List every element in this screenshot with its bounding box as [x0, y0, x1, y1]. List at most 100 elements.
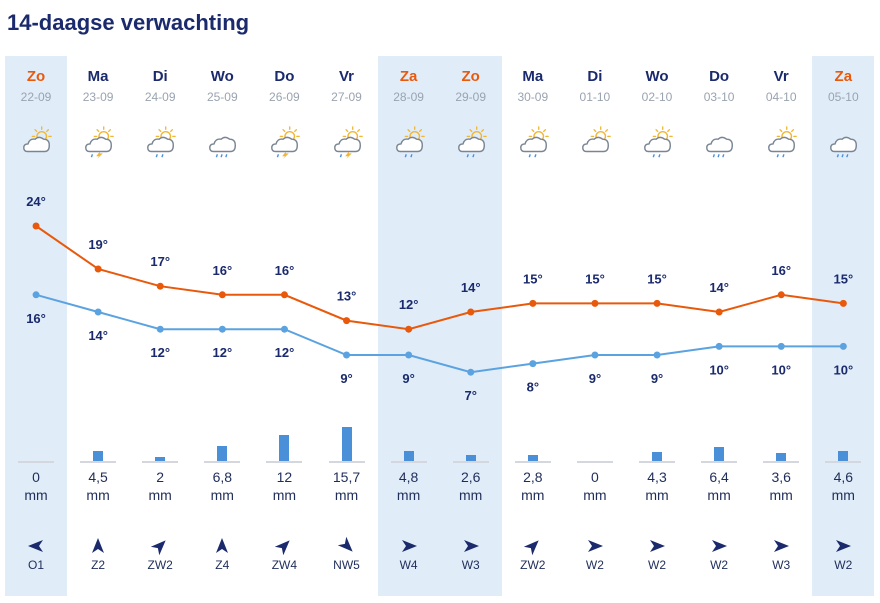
precip-value: 4,3	[647, 469, 667, 485]
precip-unit: mm	[86, 487, 110, 503]
min-temp-point	[156, 325, 164, 333]
max-temp-point	[94, 265, 102, 273]
max-temp-label: 15°	[523, 271, 543, 286]
day-column: Za 05-10 4,6 mm W2	[812, 0, 874, 603]
min-temp-point	[529, 360, 537, 368]
min-temp-point	[32, 291, 40, 299]
min-temp-label: 14°	[88, 328, 108, 343]
wind-label: W2	[834, 558, 853, 572]
thunder-rain-sun-icon	[271, 126, 301, 160]
rain-cloud-icon	[209, 136, 237, 158]
precip-unit: mm	[831, 487, 855, 503]
precip-bar	[93, 451, 104, 461]
precip-baseline	[142, 461, 179, 463]
max-temp-label: 14°	[709, 280, 729, 295]
max-temp-label: 16°	[213, 263, 233, 278]
wind-arrow-icon	[401, 540, 417, 552]
wind-label: W3	[772, 558, 791, 572]
min-temp-label: 16°	[26, 311, 46, 326]
day-name: Ma	[87, 68, 109, 85]
max-temp-label: 14°	[461, 280, 481, 295]
wind-arrow-icon	[712, 540, 728, 552]
min-temp-label: 10°	[771, 362, 791, 377]
wind-arrow-icon	[150, 540, 166, 556]
precip-unit: mm	[24, 487, 48, 503]
day-date: 22-09	[20, 90, 52, 104]
max-temp-point	[839, 299, 847, 307]
max-temp-label: 15°	[834, 271, 854, 286]
day-date: 28-09	[393, 90, 424, 104]
precip-value: 4,8	[398, 469, 419, 485]
precip-value: 3,6	[771, 469, 791, 485]
precip-bar	[279, 435, 290, 461]
max-temp-label: 13°	[337, 289, 357, 304]
wind-arrow-icon	[216, 538, 229, 553]
max-temp-label: 12°	[399, 297, 419, 312]
precip-value: 4,6	[833, 469, 854, 485]
max-temp-label: 16°	[275, 263, 295, 278]
day-column: Wo 25-09 6,8 mm Z4	[191, 0, 253, 603]
max-temp-point	[280, 291, 288, 299]
min-temp-point	[653, 351, 661, 359]
wind-arrow-icon	[587, 540, 603, 552]
min-temp-label: 9°	[340, 371, 352, 386]
max-temp-point	[777, 291, 785, 299]
precip-bar	[652, 451, 662, 461]
precip-value: 15,7	[332, 469, 361, 485]
precip-value: 4,5	[88, 469, 108, 485]
precip-baseline	[576, 461, 613, 463]
min-temp-point	[405, 351, 413, 359]
light-rain-sun-icon	[457, 126, 487, 158]
precip-baseline	[639, 461, 675, 463]
day-column: Ma 30-09 2,8 mm ZW2	[502, 0, 564, 603]
rain-cloud-icon	[830, 136, 858, 158]
precip-unit: mm	[210, 487, 234, 503]
precip-bar	[217, 446, 228, 461]
max-temp-label: 17°	[150, 254, 170, 269]
day-date: 27-09	[331, 90, 362, 104]
min-temp-point	[591, 351, 599, 359]
precip-value: 6,8	[212, 469, 233, 485]
min-temp-label: 12°	[213, 345, 233, 360]
precip-unit: mm	[459, 487, 483, 503]
day-column: Do 03-10 6,4 mm W2	[688, 0, 750, 603]
wind-arrow-icon	[275, 540, 291, 556]
min-temp-point	[343, 351, 351, 359]
precip-baseline	[80, 461, 117, 463]
day-name: Zo	[26, 68, 46, 85]
precip-value: 12	[276, 469, 293, 485]
precip-baseline	[18, 461, 54, 463]
thunder-rain-sun-icon	[333, 126, 363, 160]
day-date: 04-10	[765, 90, 797, 104]
precip-bar	[465, 455, 476, 461]
light-rain-sun-icon	[395, 126, 425, 158]
day-name: Ma	[522, 68, 544, 85]
precip-bar	[155, 456, 166, 461]
day-name: Di	[152, 68, 168, 85]
precip-unit: mm	[396, 487, 421, 503]
wind-label: W2	[648, 558, 666, 572]
wind-label: ZW2	[520, 558, 546, 572]
precip-baseline	[328, 461, 365, 463]
precip-bar	[838, 451, 849, 461]
precip-unit: mm	[645, 487, 669, 503]
precip-baseline	[390, 461, 427, 463]
day-column: Vr 27-09 15,7 mm NW5	[316, 0, 378, 603]
light-rain-sun-icon	[644, 126, 673, 158]
max-temp-point	[529, 299, 537, 307]
precip-baseline	[763, 461, 800, 463]
day-date: 25-09	[206, 90, 238, 104]
wind-arrow-icon	[836, 540, 852, 552]
day-column: Zo 29-09 2,6 mm W3	[440, 0, 502, 603]
min-temp-line	[35, 293, 844, 374]
day-date: 05-10	[827, 90, 859, 104]
day-name: Wo	[210, 68, 234, 85]
min-temp-point	[467, 368, 475, 376]
max-temp-label: 19°	[88, 237, 108, 252]
min-temp-point	[715, 342, 723, 350]
max-temp-line	[35, 225, 844, 331]
max-temp-point	[653, 299, 661, 307]
day-name: Do	[709, 68, 730, 85]
day-column: Vr 04-10 3,6 mm W3	[750, 0, 812, 603]
precip-unit: mm	[769, 487, 793, 503]
